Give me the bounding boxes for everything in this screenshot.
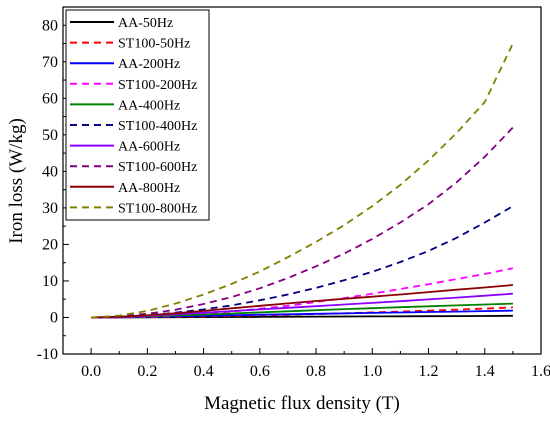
x-tick-label: 1.0	[362, 363, 382, 380]
y-tick-label: 10	[42, 273, 58, 290]
y-tick-label: -10	[37, 346, 58, 363]
y-tick-label: 60	[42, 90, 58, 107]
y-tick-label: 80	[42, 17, 58, 34]
y-tick-label: 70	[42, 54, 58, 71]
plot-frame	[62, 6, 542, 355]
x-tick-label: 1.2	[419, 363, 439, 380]
legend: AA-50Hz ST100-50Hz AA-200Hz ST100-200Hz AA-4…	[65, 9, 210, 221]
legend-label: ST100-400Hz	[118, 119, 197, 134]
legend-label: AA-200Hz	[118, 57, 180, 72]
legend-label: ST100-600Hz	[118, 160, 197, 175]
x-tick-label: 1.6	[531, 363, 550, 380]
y-tick-label: 0	[50, 309, 58, 326]
legend-box	[65, 9, 210, 221]
y-tick-label: 30	[42, 200, 58, 217]
y-tick-label: 40	[42, 163, 58, 180]
y-tick-label: 20	[42, 236, 58, 253]
series-lines	[91, 43, 514, 319]
x-tick-label: 1.4	[475, 363, 495, 380]
series-line-st100-200hz	[91, 267, 514, 319]
series-line-aa-800hz	[91, 284, 513, 319]
x-axis-title: Magnetic flux density (T)	[204, 393, 400, 414]
legend-label: ST100-200Hz	[118, 78, 197, 93]
series-line-st100-800hz	[91, 43, 514, 319]
legend-label: AA-50Hz	[118, 16, 173, 31]
x-tick-label: 0.6	[250, 363, 270, 380]
series-line-st100-400hz	[91, 205, 514, 319]
series-line-st100-600hz	[91, 126, 514, 319]
x-tick-label: 0.2	[137, 363, 157, 380]
x-tick-label: 0.4	[194, 363, 214, 380]
y-tick-label: 50	[42, 127, 58, 144]
x-tick-label: 0.8	[306, 363, 326, 380]
legend-label: AA-600Hz	[118, 140, 180, 155]
y-axis-title: Iron loss (W/kg)	[6, 118, 27, 244]
x-tick-label: 0.0	[81, 363, 101, 380]
legend-label: ST100-800Hz	[118, 201, 197, 216]
legend-label: AA-800Hz	[118, 181, 180, 196]
legend-label: AA-400Hz	[118, 98, 180, 113]
legend-label: ST100-50Hz	[118, 37, 190, 52]
axis-ticks: 0.0 0.2 0.4 0.6 0.8 1.0 1.2 1.4 1.6 -10 0 10 20 30 40 5…	[37, 17, 550, 380]
